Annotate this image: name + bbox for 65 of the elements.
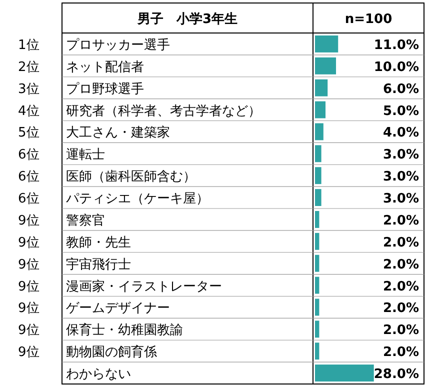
y-tick-label: 宇宙飛行士	[66, 256, 131, 272]
data-label: 28.0%	[374, 367, 419, 382]
text: 9位	[18, 213, 40, 228]
data-label: 3.0%	[382, 192, 419, 207]
text: 4位	[18, 104, 40, 119]
text: 9位	[18, 301, 40, 316]
y-tick-label: わからない	[66, 367, 131, 382]
y-tick-label: 保育士・幼稚園教諭	[66, 322, 183, 338]
text: 6位	[18, 170, 40, 185]
data-label: 2.0%	[382, 257, 419, 272]
y-tick-label: ゲームデザイナー	[66, 301, 170, 316]
bar	[315, 320, 320, 338]
text: 9位	[18, 235, 40, 250]
text: 9位	[18, 279, 40, 294]
y-tick-label: プロサッカー選手	[66, 38, 170, 53]
text: 6位	[18, 192, 40, 207]
bar	[315, 36, 338, 52]
text: 1位	[18, 38, 40, 53]
bar	[315, 298, 320, 316]
data-label: 10.0%	[374, 60, 419, 75]
chart-subtitle: n=100	[344, 12, 392, 27]
y-tick-label: 大工さん・建築家	[66, 124, 170, 141]
bar	[315, 232, 320, 250]
text: 5位	[18, 126, 40, 141]
y-tick-label: パティシエ（ケーキ屋）	[65, 192, 209, 207]
y-tick-label: 運転士	[66, 148, 105, 163]
data-label: 2.0%	[382, 235, 419, 250]
bar	[315, 254, 320, 272]
data-label: 2.0%	[382, 323, 419, 338]
data-label: 3.0%	[382, 170, 419, 185]
data-label: 6.0%	[382, 82, 419, 97]
bar	[315, 79, 328, 96]
data-label: 2.0%	[382, 279, 419, 294]
data-label: 2.0%	[382, 213, 419, 228]
y-tick-label: 医師（歯科医師含む）	[66, 170, 196, 185]
bar	[315, 123, 324, 140]
data-label: 4.0%	[382, 126, 419, 141]
text: 9位	[18, 345, 40, 360]
y-tick-label: ネット配信者	[66, 60, 144, 75]
text: 9位	[18, 323, 40, 338]
data-label: 2.0%	[382, 345, 419, 360]
bar	[315, 276, 320, 294]
text: 2位	[18, 60, 40, 75]
text: 3位	[18, 82, 40, 97]
bar	[315, 57, 336, 74]
y-tick-label: 研究者（科学者、考古学者など）	[66, 104, 261, 119]
data-label: 5.0%	[382, 104, 419, 119]
bar	[315, 101, 326, 118]
data-label: 2.0%	[382, 301, 419, 316]
text: 9位	[18, 257, 40, 272]
bar	[315, 167, 322, 184]
data-label: 11.0%	[374, 38, 419, 53]
text: 6位	[18, 148, 40, 163]
bar	[315, 145, 322, 162]
bar	[315, 189, 322, 206]
bar	[315, 342, 320, 360]
bar	[315, 211, 320, 228]
text: 男子 小学3年生	[136, 12, 238, 27]
y-tick-label: 動物園の飼育係	[66, 344, 157, 360]
y-tick-label: 漫画家・イラストレーター	[66, 278, 222, 294]
y-tick-label: 教師・先生	[66, 235, 131, 250]
y-tick-label: 警察官	[66, 212, 105, 228]
bar	[315, 364, 374, 382]
data-label: 3.0%	[382, 148, 419, 163]
y-tick-label: プロ野球選手	[66, 82, 144, 97]
